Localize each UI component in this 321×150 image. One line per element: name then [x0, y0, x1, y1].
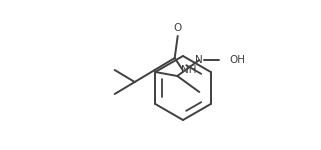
- Text: N: N: [195, 55, 203, 65]
- Text: OH: OH: [229, 55, 245, 65]
- Text: NH: NH: [181, 65, 197, 75]
- Text: O: O: [174, 23, 182, 33]
